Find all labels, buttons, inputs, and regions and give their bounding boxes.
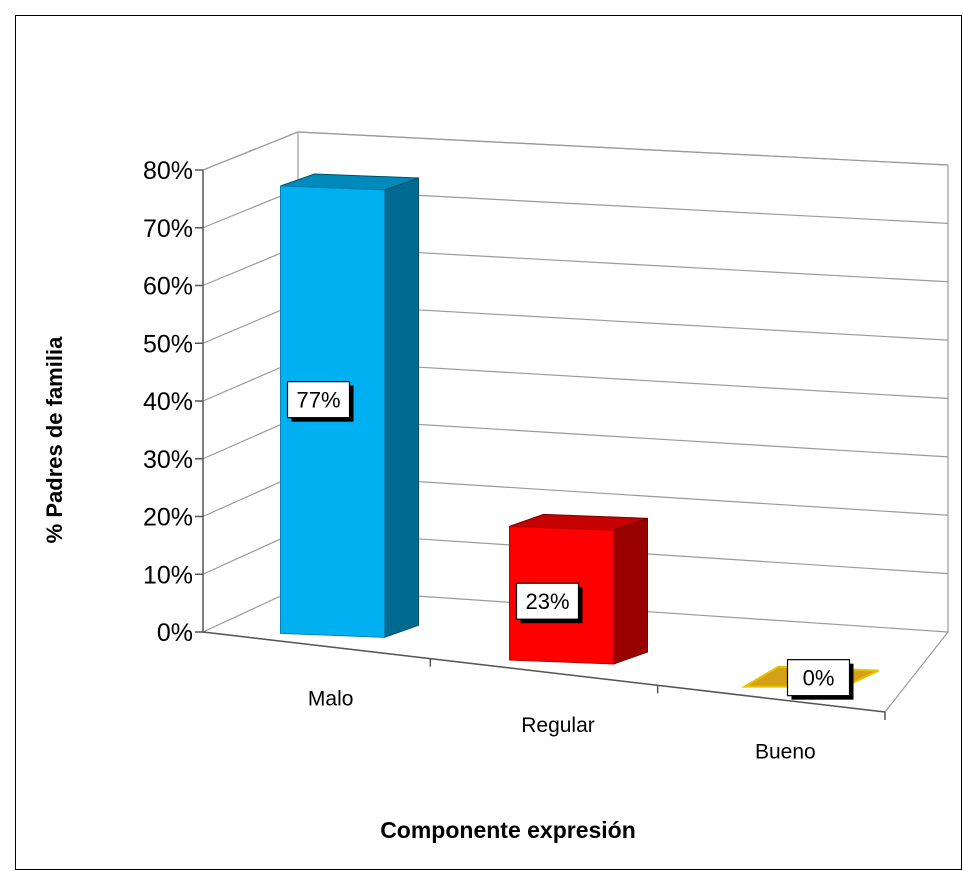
data-label-box [786,659,851,697]
y-tick-label: 0% [157,619,193,647]
y-tick-label: 10% [143,561,193,589]
wall-top-edge [202,131,949,171]
y-tick-label: 50% [143,330,193,358]
y-tick-label: 60% [143,273,193,301]
x-tick-labels: Malo Regular Bueno [308,687,816,763]
x-axis-line [202,631,886,713]
y-axis-title: % Padres de familia [42,336,67,543]
y-tick-label: 70% [143,215,193,243]
y-tick-label: 80% [143,157,193,185]
y-tick-label: 40% [143,388,193,416]
x-tick-label: Bueno [755,741,816,764]
gridline [202,131,949,171]
data-labels: 77% 23% 0% [286,381,854,700]
axes [195,169,886,720]
data-label: 77% [296,388,340,413]
bar-side [384,177,419,639]
data-label: 0% [803,666,835,691]
data-label: 23% [525,589,569,614]
x-tick-label: Malo [308,687,354,710]
data-label-box [286,381,351,419]
y-tick-label: 30% [143,446,193,474]
y-tick-labels: 0% 10% 20% 30% 40% 50% 60% 70% 80% [143,157,193,647]
data-label-box [515,582,580,620]
x-tick-label: Regular [521,714,595,737]
y-tick-label: 20% [143,504,193,532]
x-axis-title: Componente expresión [380,817,636,843]
bar-side [613,517,648,665]
